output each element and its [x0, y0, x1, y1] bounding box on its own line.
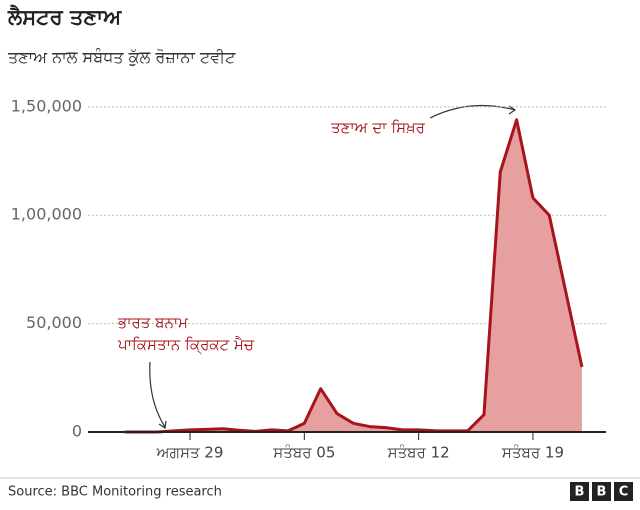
y-tick-label: 1,50,000: [11, 96, 82, 115]
y-tick-label: 0: [72, 422, 82, 441]
logo-box: [614, 482, 633, 501]
logo-box: [570, 482, 589, 501]
annotation: ਤਣਾਅ ਦਾ ਸਿਖ਼ਰ: [330, 119, 426, 137]
logo-box: [592, 482, 611, 501]
arrowhead: [508, 105, 517, 115]
y-tick-label: 1,00,000: [11, 205, 82, 224]
annotation: ਪਾਕਿਸਤਾਨ ਕ੍ਰਿਕਟ ਮੈਚ: [117, 336, 255, 356]
x-tick-label: ਸਤੰਬਰ 12: [387, 444, 450, 462]
annotation: ਭਾਰਤ ਬਨਾਮ: [117, 314, 189, 332]
arrowhead: [158, 420, 167, 430]
arrow: [429, 104, 516, 119]
y-tick-label: 50,000: [26, 313, 82, 332]
x-tick-label: ਅਗਸਤ 29: [156, 444, 224, 462]
logo-letter: C: [619, 485, 629, 500]
area: [124, 119, 582, 433]
logo-letter: B: [575, 485, 585, 500]
chart-subtitle: ਤਣਾਅ ਨਾਲ ਸਬੰਧਤ ਕੁੱਲ ਰੋਜ਼ਾਨਾ ਟਵੀਟ: [7, 48, 236, 67]
logo-letter: B: [597, 485, 607, 500]
arrow: [149, 361, 166, 428]
x-tick-label: ਸਤੰਬਰ 05: [272, 444, 335, 462]
x-tick-label: ਸਤੰਬਰ 19: [501, 444, 564, 462]
line: [124, 118, 584, 434]
source: Source: BBC Monitoring research: [8, 485, 222, 500]
chart-title: ਲੈਸਟਰ ਤਣਾਅ: [7, 4, 122, 29]
